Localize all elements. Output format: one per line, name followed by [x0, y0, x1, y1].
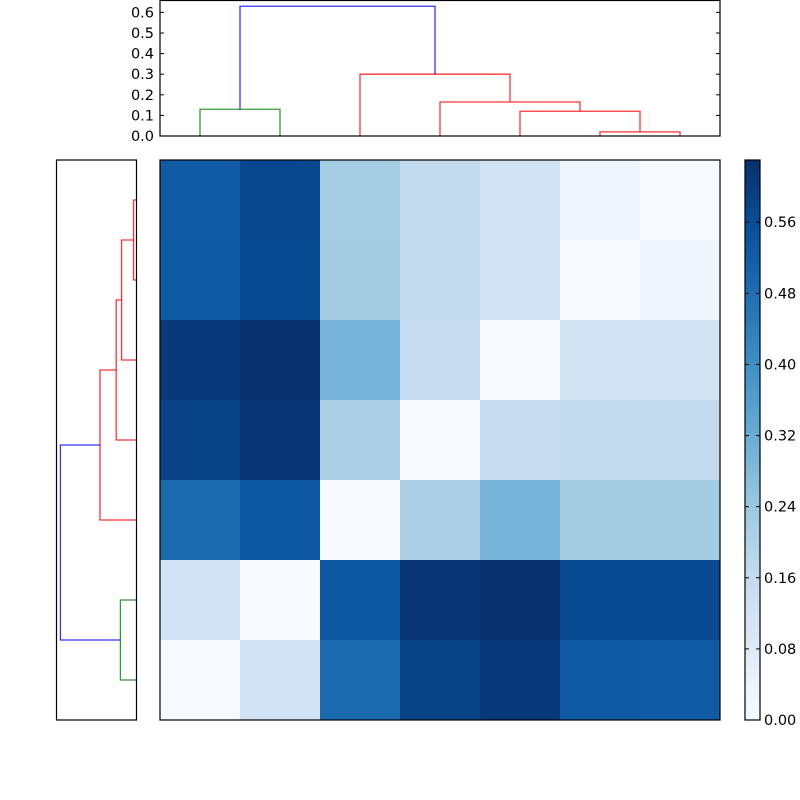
left-dendrogram-links [59, 199, 136, 681]
y-tick-label: 0.1 [131, 108, 154, 124]
heatmap-cell [480, 400, 561, 481]
heatmap-cell [160, 480, 241, 561]
heatmap-cell [320, 240, 401, 321]
heatmap-cell [560, 400, 641, 481]
heatmap-cell [640, 400, 721, 481]
colorbar-tick-label: 0.16 [764, 571, 796, 587]
heatmap-cell [480, 640, 561, 721]
heatmap-cell [160, 240, 241, 321]
heatmap-cell [240, 560, 321, 641]
dendrogram-link [132, 199, 136, 281]
colorbar-gradient [745, 160, 760, 720]
y-tick-label: 0.2 [131, 88, 154, 104]
heatmap-cell [240, 160, 321, 241]
heatmap-cell [480, 160, 561, 241]
heatmap-cell [480, 240, 561, 321]
colorbar-tick-label: 0.56 [764, 215, 796, 231]
heatmap-cell [320, 560, 401, 641]
heatmap-cell [160, 640, 241, 721]
dendrogram-link [599, 131, 681, 136]
dendrogram-link [99, 369, 136, 521]
heatmap-cell [560, 320, 641, 401]
heatmap-cell [560, 240, 641, 321]
top-dendrogram-links [199, 5, 681, 136]
heatmap-cell [640, 480, 721, 561]
heatmap-cell [400, 320, 481, 401]
dendrogram-link [119, 599, 136, 681]
heatmap-cell [480, 480, 561, 561]
colorbar-ticks: 0.00 0.08 0.16 0.24 0.32 0.40 0.48 0.56 [745, 215, 796, 729]
heatmap-cell [240, 240, 321, 321]
heatmap-cell [320, 320, 401, 401]
heatmap-cell [240, 320, 321, 401]
y-tick-label: 0.3 [131, 67, 154, 83]
heatmap-cell [400, 640, 481, 721]
dendrogram-link [59, 444, 121, 641]
heatmap-cell [240, 400, 321, 481]
heatmap-cell [640, 640, 721, 721]
heatmap-cell [320, 160, 401, 241]
heatmap-cell [400, 560, 481, 641]
colorbar: 0.00 0.08 0.16 0.24 0.32 0.40 0.48 0.56 [744, 159, 796, 729]
heatmap-cell [320, 400, 401, 481]
heatmap-cell [640, 160, 721, 241]
dendrogram-link [199, 108, 281, 136]
heatmap-cell [560, 560, 641, 641]
heatmap-cell [320, 640, 401, 721]
heatmap-cell [240, 640, 321, 721]
dendrogram-link [239, 5, 436, 110]
heatmap-cell [240, 480, 321, 561]
heatmap-cell [480, 560, 561, 641]
heatmap-cell [160, 400, 241, 481]
colorbar-tick-label: 0.40 [764, 357, 796, 373]
top-dendrogram-yaxis: 0.0 0.1 0.2 0.3 0.4 0.5 0.6 [131, 5, 720, 145]
heatmap-cell [160, 560, 241, 641]
top-dendrogram-frame [159, 0, 721, 137]
heatmap-cell [400, 480, 481, 561]
colorbar-frame [744, 159, 761, 721]
left-dendrogram [55, 159, 138, 721]
top-dendrogram: 0.0 0.1 0.2 0.3 0.4 0.5 0.6 [131, 0, 721, 145]
heatmap-cell [160, 320, 241, 401]
y-tick-label: 0.0 [131, 129, 154, 145]
colorbar-tick-label: 0.00 [764, 713, 796, 729]
heatmap-cell [560, 480, 641, 561]
heatmap [159, 159, 721, 721]
heatmap-cell [400, 240, 481, 321]
y-tick-label: 0.6 [131, 5, 154, 21]
heatmap-cell [160, 160, 241, 241]
heatmap-cells [160, 160, 721, 721]
y-tick-label: 0.4 [131, 47, 154, 63]
heatmap-cell [640, 560, 721, 641]
colorbar-tick-label: 0.48 [764, 286, 796, 302]
heatmap-cell [640, 240, 721, 321]
heatmap-cell [400, 160, 481, 241]
colorbar-tick-label: 0.32 [764, 429, 796, 445]
heatmap-frame [159, 159, 721, 721]
heatmap-cell [400, 400, 481, 481]
heatmap-cell [560, 160, 641, 241]
colorbar-tick-label: 0.08 [764, 642, 796, 658]
dendrogram-link [115, 299, 136, 441]
dendrogram-link [439, 101, 581, 136]
dendrogram-link [359, 73, 511, 136]
y-tick-label: 0.5 [131, 26, 154, 42]
heatmap-cell [480, 320, 561, 401]
heatmap-cell [560, 640, 641, 721]
heatmap-cell [320, 480, 401, 561]
heatmap-cell [640, 320, 721, 401]
left-dendrogram-frame [55, 159, 138, 721]
colorbar-tick-label: 0.24 [764, 500, 796, 516]
